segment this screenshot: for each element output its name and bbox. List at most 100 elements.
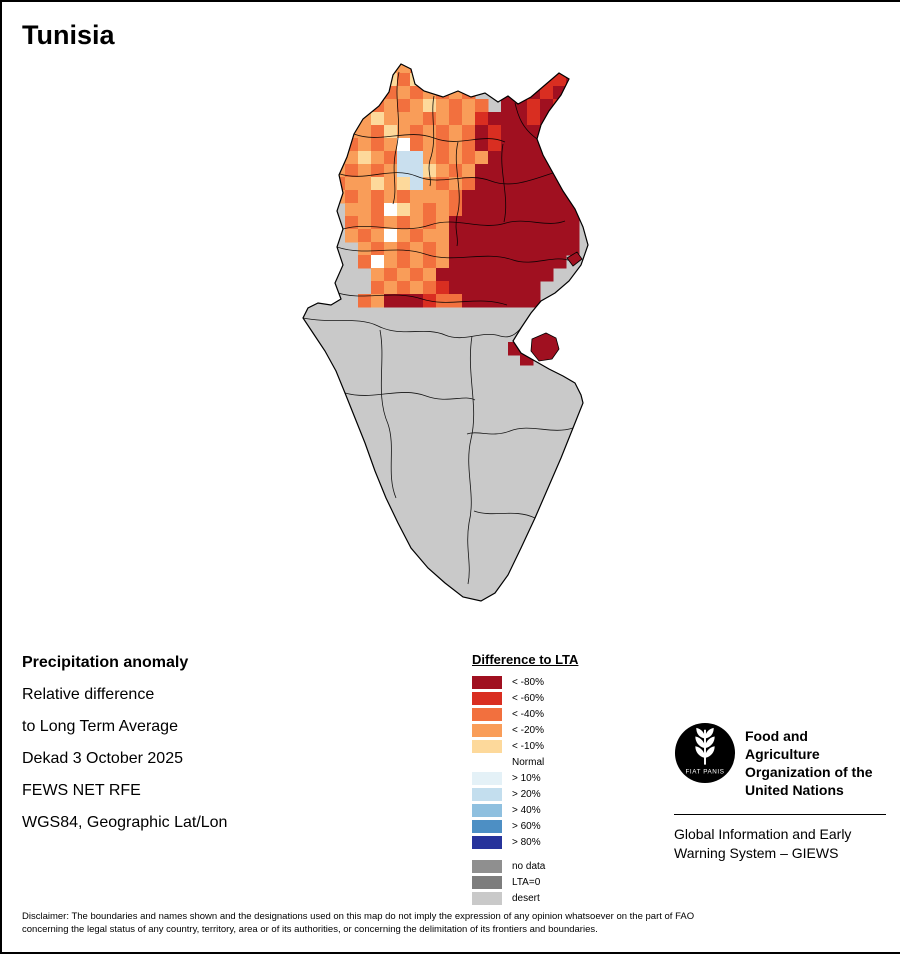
raster-cell [410,281,424,295]
raster-cell [397,281,411,295]
raster-cell [397,216,411,230]
raster-cell [358,242,372,256]
raster-cell [384,177,398,191]
raster-cell [384,242,398,256]
raster-cell [345,138,359,152]
raster-cell [475,151,489,165]
raster-cell [449,229,463,243]
raster-cell [462,203,476,217]
raster-cell [358,99,372,113]
raster-cell [462,112,476,126]
raster-cell [423,151,437,165]
giews-text: Global Information and Early Warning Sys… [674,825,886,863]
raster-cell [514,255,528,269]
raster-cell [436,190,450,204]
raster-cell [371,203,385,217]
raster-cell [384,151,398,165]
raster-cell [358,151,372,165]
raster-cell [553,151,567,165]
raster-cell [520,352,534,366]
raster-cell [410,112,424,126]
fao-org-name: Food and Agriculture Organization of the… [745,722,886,799]
raster-cell [501,268,515,282]
legend-label: < -20% [512,725,544,736]
raster-cell [358,190,372,204]
raster-cell [488,294,502,308]
raster-cell [397,255,411,269]
raster-cell [410,268,424,282]
raster-cell [540,125,554,139]
raster-cell [488,138,502,152]
country-outline [302,63,589,602]
raster-cell [345,125,359,139]
fao-org-line: United Nations [745,782,844,798]
raster-cell [371,229,385,243]
raster-cell [462,138,476,152]
page-title: Tunisia [22,20,115,50]
raster-cell [384,268,398,282]
raster-cell [449,177,463,191]
raster-cell [345,112,359,126]
disclaimer-line: concerning the legal status of any count… [22,924,598,935]
raster-cell [436,177,450,191]
raster-cell [436,164,450,178]
legend-label: < -10% [512,741,544,752]
raster-cell [345,203,359,217]
raster-cell [566,86,580,100]
raster-cell [475,203,489,217]
raster-cell [358,229,372,243]
raster-cell [371,190,385,204]
raster-cell [508,342,522,356]
raster-cell [358,86,372,100]
raster-cell [475,229,489,243]
raster-cell [540,138,554,152]
raster-cell [397,229,411,243]
raster-cell [475,268,489,282]
precipitation-raster [332,64,588,366]
raster-cell [553,190,567,204]
raster-cell [436,229,450,243]
legend-item: < -80% [472,676,578,689]
raster-cell [514,164,528,178]
raster-cell [449,255,463,269]
raster-cell [566,190,580,204]
info-line: Dekad 3 October 2025 [22,750,183,767]
raster-cell [540,151,554,165]
raster-cell [514,99,528,113]
info-line: FEWS NET RFE [22,782,141,799]
legend: Difference to LTA < -80% < -60% < -40% < -2… [472,652,578,908]
raster-cell [566,99,580,113]
legend-item: Normal [472,756,578,769]
legend-swatch [472,708,502,721]
raster-cell [475,99,489,113]
raster-cell [527,164,541,178]
raster-cell [475,294,489,308]
raster-cell [436,203,450,217]
raster-cell [553,86,567,100]
raster-cell [488,281,502,295]
raster-cell [410,216,424,230]
raster-cell [553,64,567,74]
raster-cell [410,229,424,243]
raster-cell [527,203,541,217]
raster-cell [423,177,437,191]
raster-cell [384,99,398,113]
raster-cell [527,294,541,308]
raster-cell [527,112,541,126]
country-fill [303,64,588,601]
legend-label: > 10% [512,773,541,784]
raster-cell [462,99,476,113]
giews-line: Warning System – GIEWS [674,845,839,861]
raster-cell [371,86,385,100]
raster-cell [410,203,424,217]
raster-cell [397,64,411,74]
legend-label: > 40% [512,805,541,816]
raster-cell [410,73,424,87]
raster-cell [332,151,346,165]
raster-cell [514,151,528,165]
legend-swatch [472,820,502,833]
legend-item: > 20% [472,788,578,801]
raster-cell [384,190,398,204]
legend-item: > 60% [472,820,578,833]
raster-cell [475,125,489,139]
